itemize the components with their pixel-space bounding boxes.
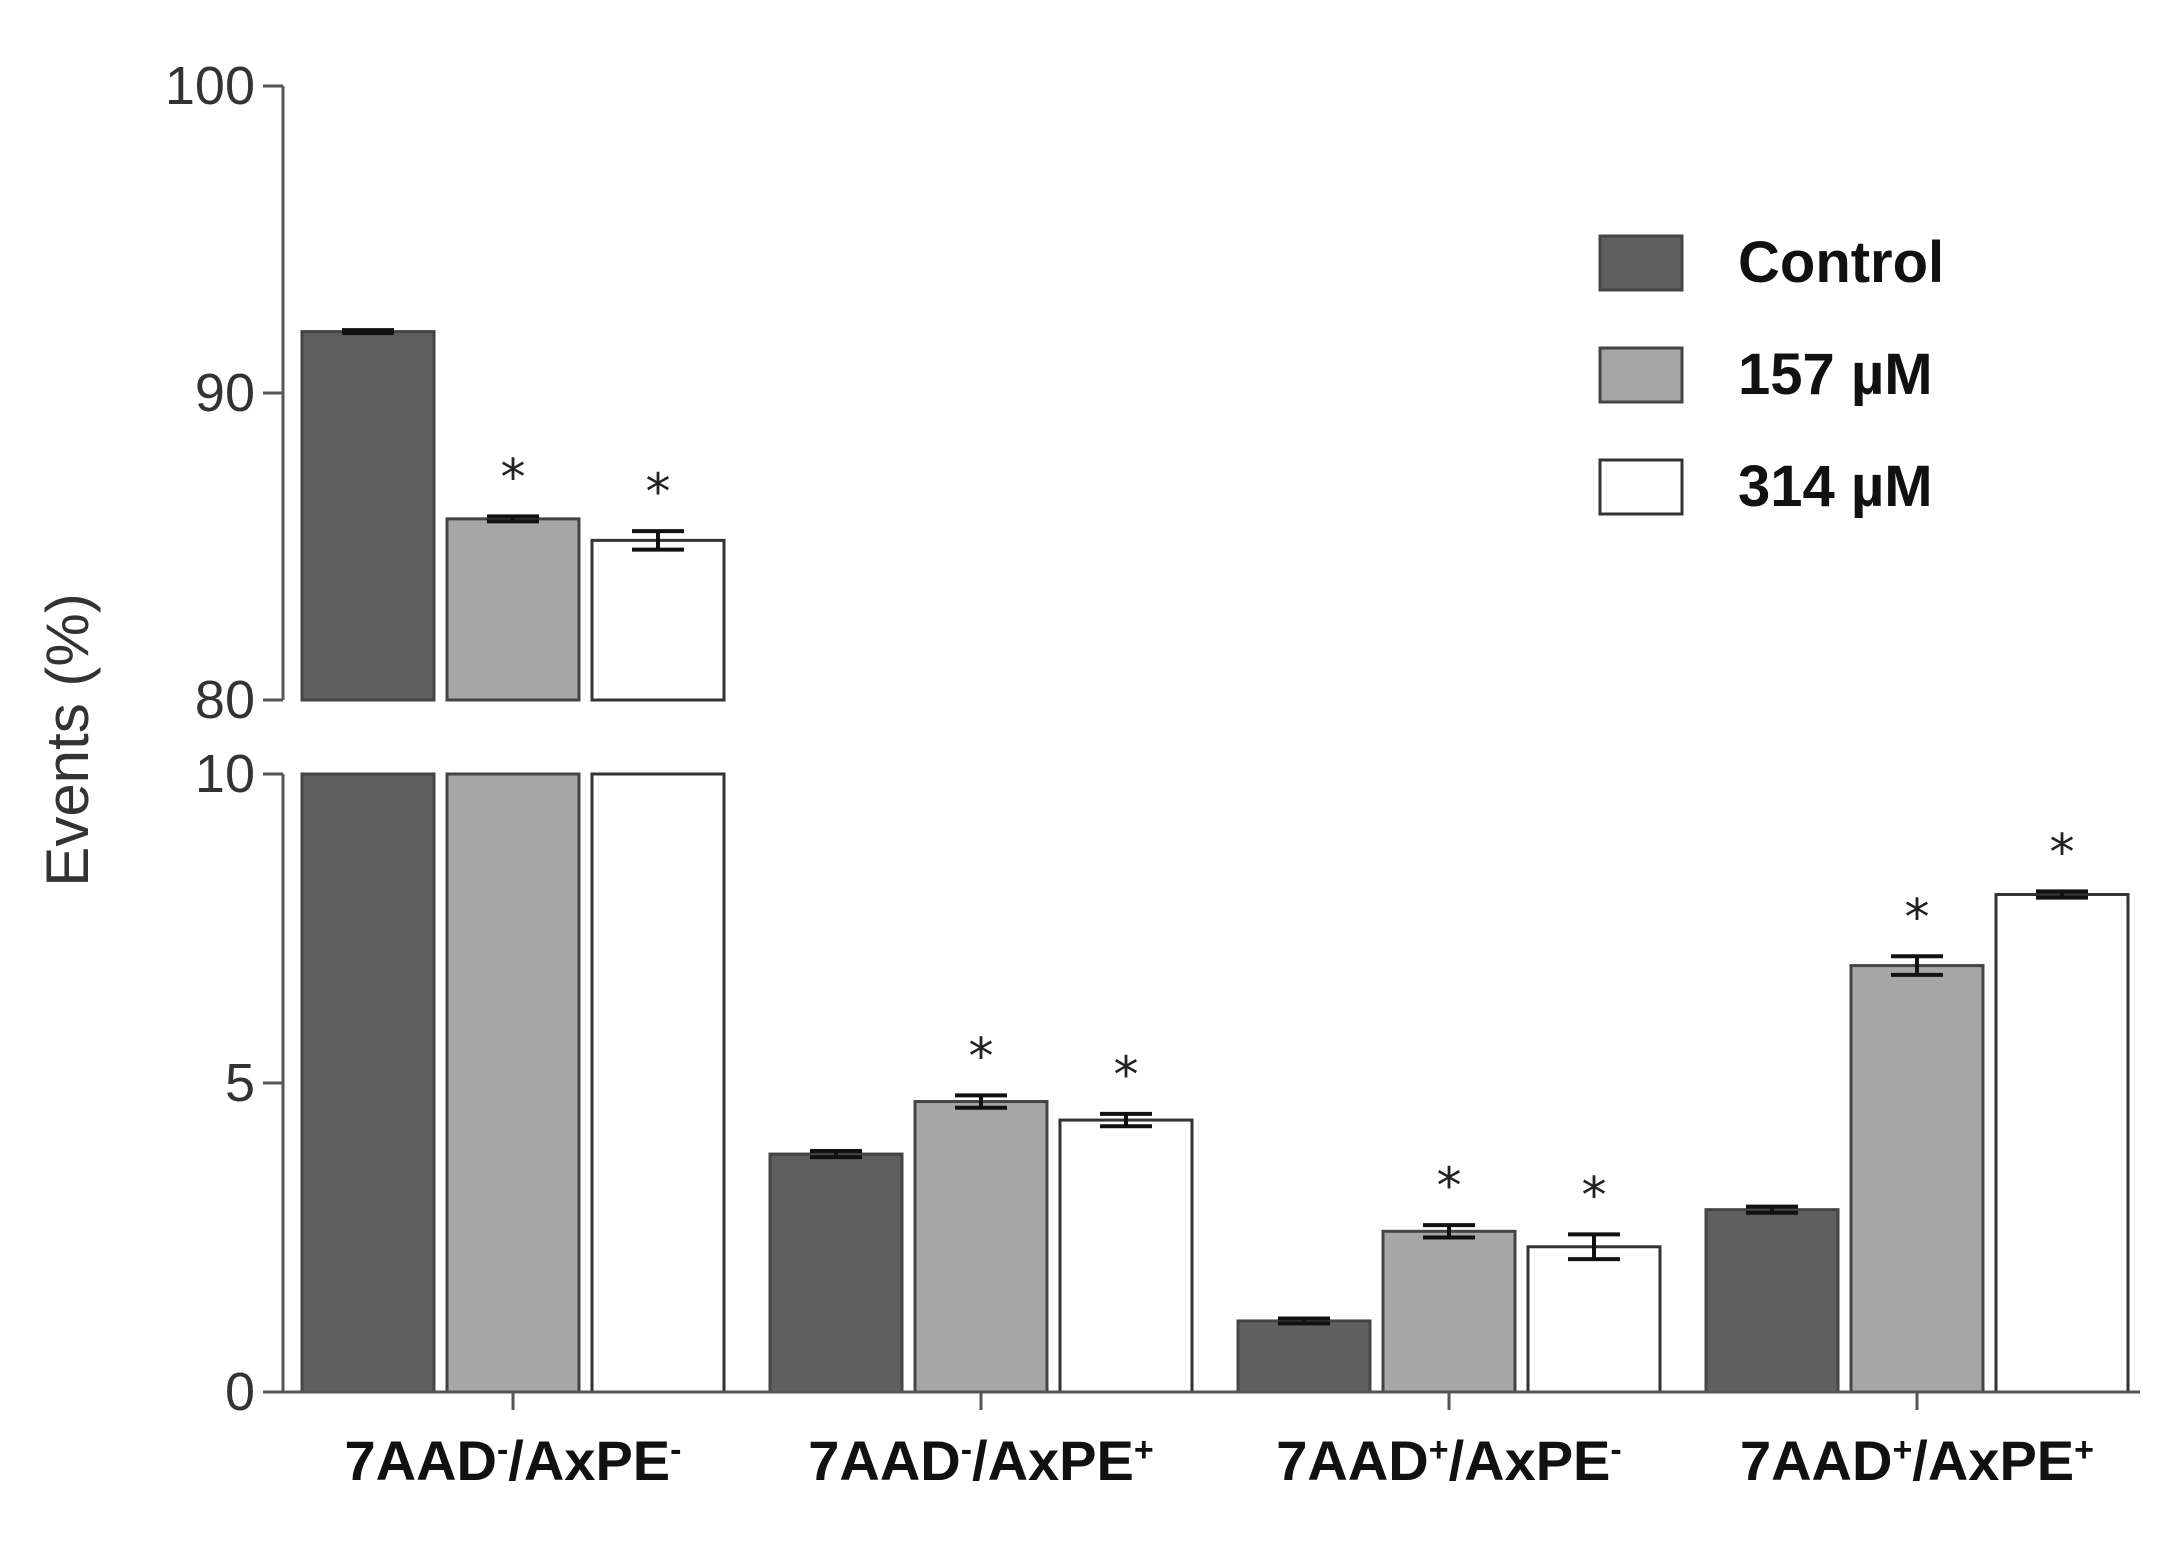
legend-label: 157 µM	[1738, 342, 1933, 407]
bar	[1236, 1319, 1372, 1394]
bar	[913, 1100, 1049, 1394]
bar	[1704, 1208, 1840, 1394]
bar	[590, 772, 726, 1394]
bar	[445, 772, 581, 1394]
y-upper-tick-label: 80	[195, 670, 255, 730]
y-axis-upper: 80 90 100	[165, 56, 285, 730]
significance-star: *	[1114, 1046, 1139, 1104]
bar	[1526, 1245, 1662, 1394]
y-axis-title: Events (%)	[34, 593, 101, 886]
significance-star: *	[2050, 823, 2075, 881]
bar	[1994, 893, 2130, 1394]
legend: Control 157 µM 314 µM	[1598, 230, 1944, 519]
y-lower-tick-label: 5	[225, 1053, 255, 1113]
bar	[768, 1152, 904, 1394]
y-upper-tick-label: 90	[195, 363, 255, 423]
bar	[1058, 1118, 1194, 1394]
bar	[1381, 1229, 1517, 1394]
legend-swatch	[1598, 234, 1684, 292]
y-lower-tick-label: 10	[195, 744, 255, 804]
significance-star: *	[1582, 1166, 1607, 1224]
y-lower-tick-label: 0	[225, 1362, 255, 1422]
x-tick-label: 7AAD-/AxPE-	[345, 1429, 682, 1492]
significance-star: *	[1905, 888, 1930, 946]
significance-star: *	[969, 1027, 994, 1085]
significance-star: *	[646, 463, 671, 521]
significance-star: *	[1437, 1157, 1462, 1215]
bar	[300, 772, 436, 1394]
legend-label: Control	[1738, 230, 1944, 295]
bar	[1849, 964, 1985, 1394]
x-axis: 7AAD-/AxPE- 7AAD-/AxPE+ 7AAD+/AxPE- 7AAD+/A…	[283, 1390, 2140, 1492]
x-tick-label: 7AAD-/AxPE+	[808, 1429, 1154, 1492]
significance-star: *	[501, 448, 526, 506]
legend-swatch	[1598, 458, 1684, 516]
legend-label: 314 µM	[1738, 454, 1933, 519]
y-axis-lower: 0 5 10	[195, 744, 285, 1422]
bars-group: * * * * * * * *	[300, 328, 2130, 1394]
bar	[590, 538, 726, 702]
bar	[300, 330, 436, 702]
legend-swatch	[1598, 346, 1684, 404]
x-tick-label: 7AAD+/AxPE-	[1276, 1429, 1622, 1492]
x-tick-label: 7AAD+/AxPE+	[1740, 1429, 2094, 1492]
bar	[445, 517, 581, 702]
y-upper-tick-label: 100	[165, 56, 255, 116]
